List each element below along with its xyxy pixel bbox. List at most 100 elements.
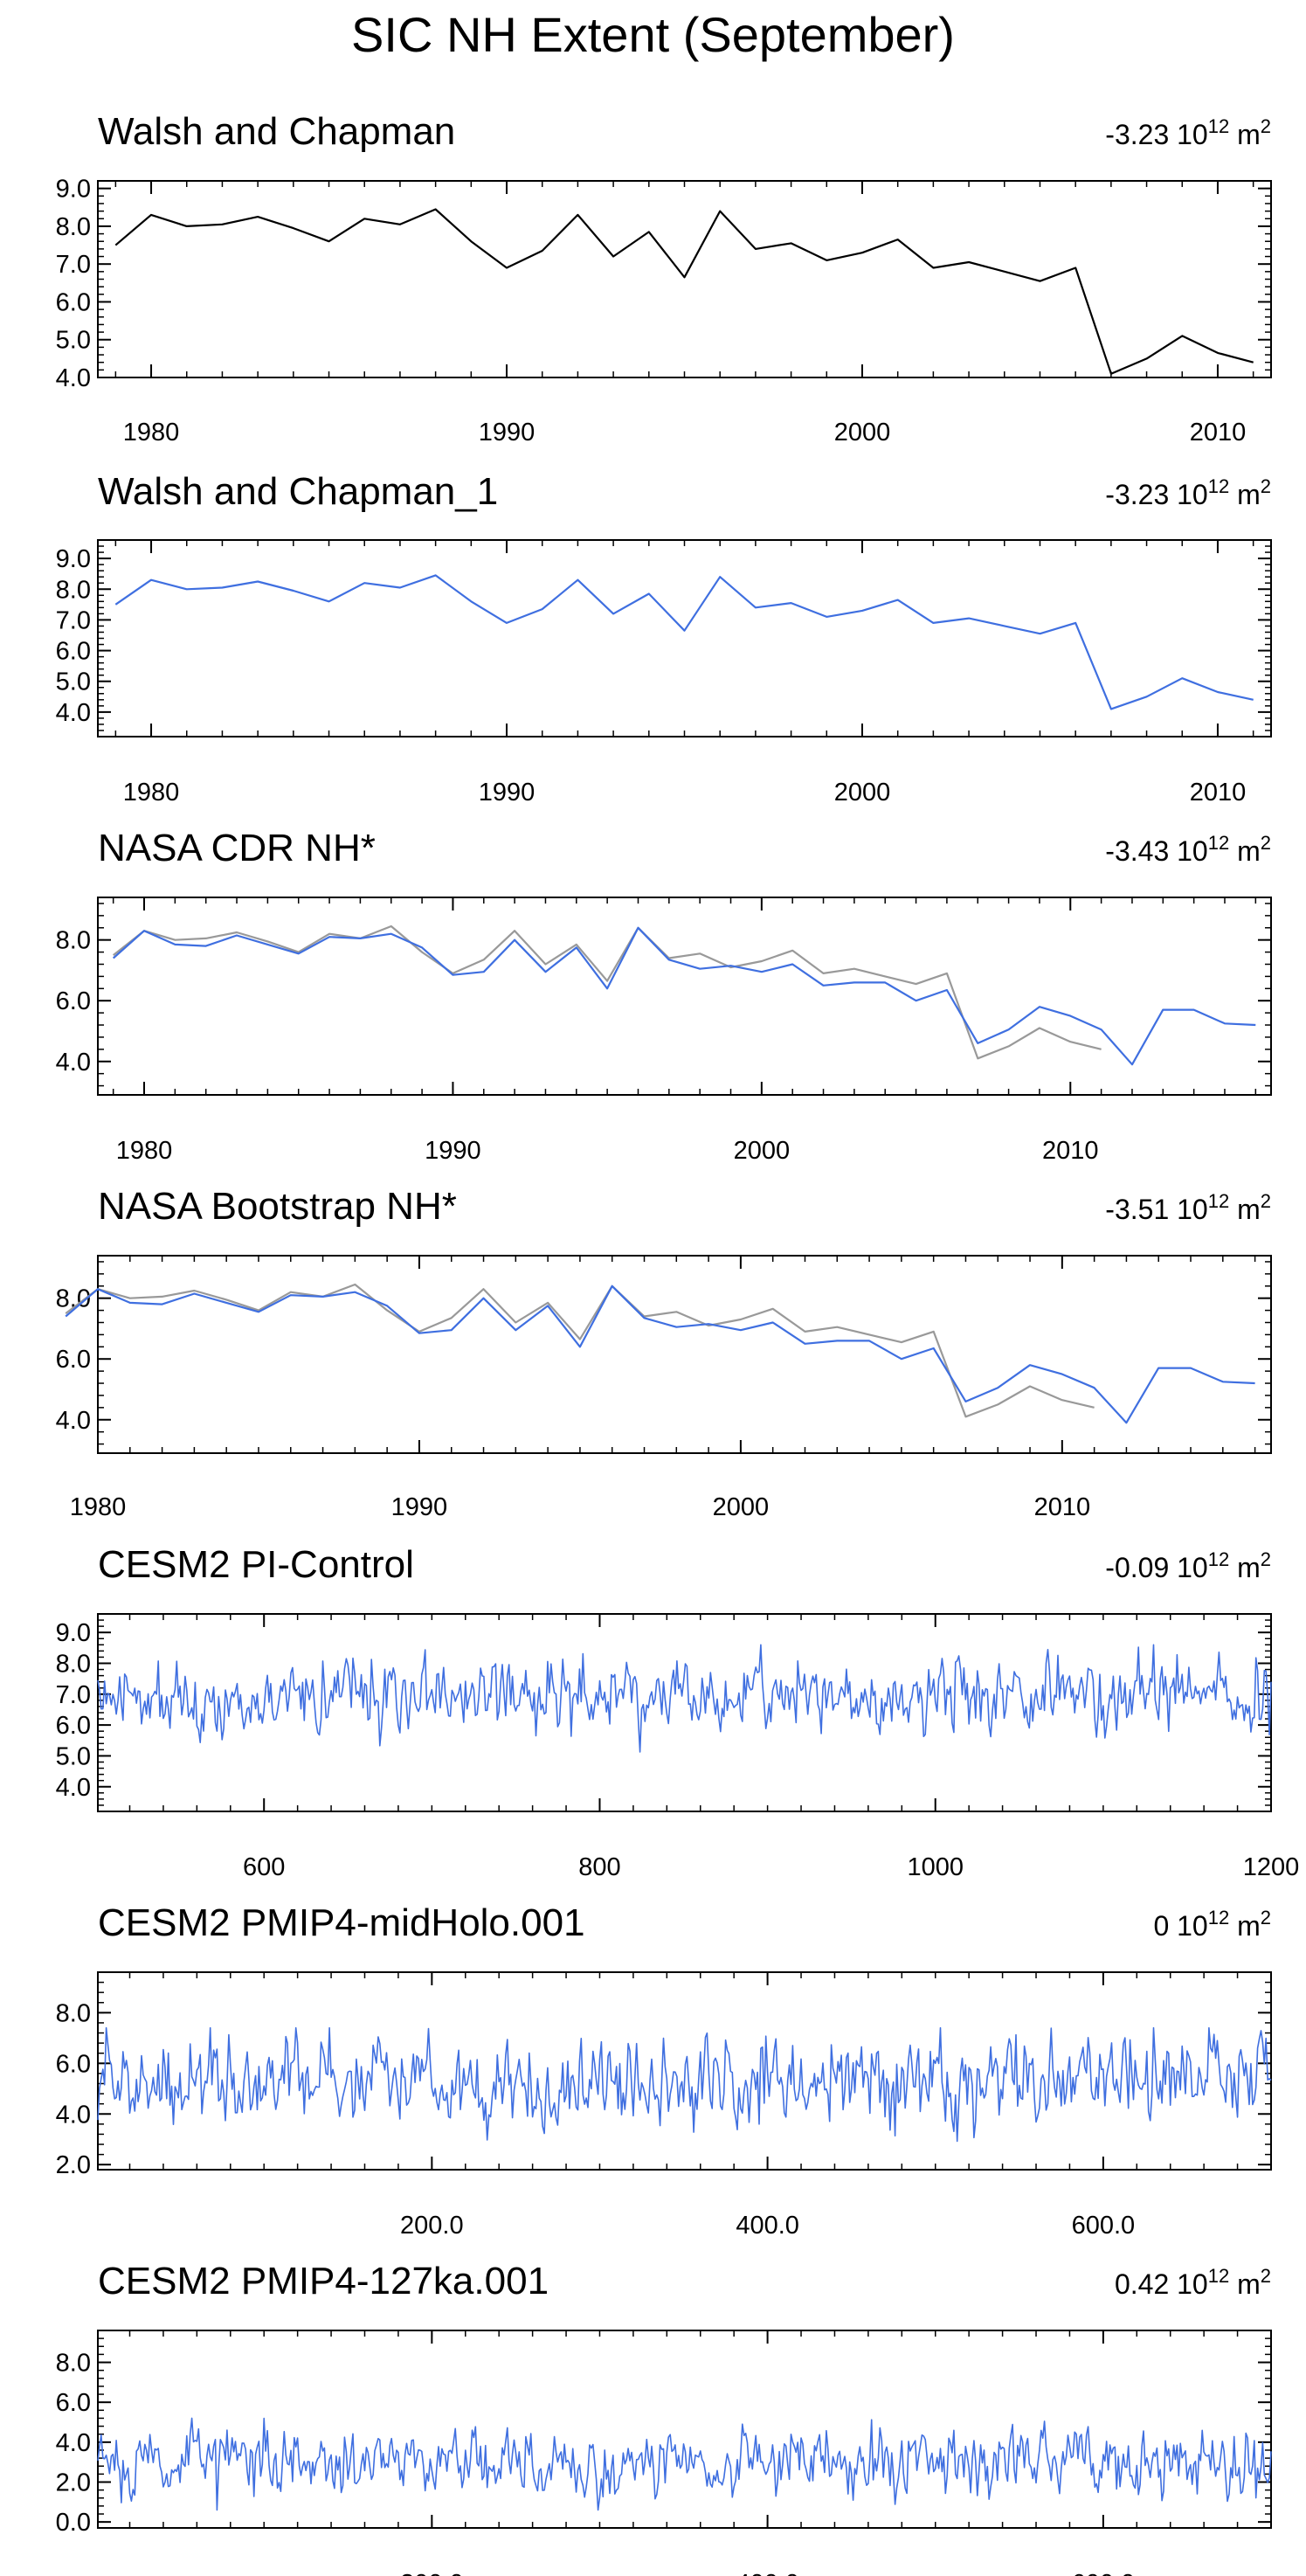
x-tick-label: 1990 (479, 419, 536, 447)
x-tick-label: 1990 (391, 1493, 448, 1521)
chart-title: Walsh and Chapman (98, 110, 455, 153)
y-tick-label: 6.0 (56, 987, 91, 1015)
x-tick-label: 2010 (1034, 1493, 1091, 1521)
series-line (114, 574, 1254, 710)
trend-label: -0.09 1012 m2 (1105, 1548, 1271, 1583)
series-line (112, 926, 1256, 1066)
chart-title: NASA Bootstrap NH* (98, 1185, 457, 1228)
x-tick-label: 1980 (123, 419, 180, 447)
y-tick-label: 7.0 (56, 606, 91, 634)
y-tick-label: 6.0 (56, 2050, 91, 2078)
trend-unit-exponent: 2 (1261, 832, 1271, 854)
y-tick-label: 8.0 (56, 2350, 91, 2378)
chart-title: CESM2 PI-Control (98, 1543, 414, 1586)
chart-panel: NASA CDR NH* -3.43 1012 m2 1980 1990 2000 201… (56, 827, 1272, 1165)
y-tick-label: 9.0 (56, 545, 91, 573)
series-line (97, 2417, 1272, 2511)
series-line (97, 1644, 1272, 1753)
trend-unit-exponent: 2 (1261, 475, 1271, 497)
y-tick-label: 6.0 (56, 2389, 91, 2417)
chart-title: Walsh and Chapman_1 (98, 470, 498, 513)
chart-panel: CESM2 PI-Control -0.09 1012 m2 600 800 1000 1… (56, 1543, 1300, 1881)
trend-value: 0.42 10 (1115, 2268, 1208, 2300)
y-tick-label: 4.0 (56, 699, 91, 727)
chart-title: CESM2 PMIP4-midHolo.001 (98, 1901, 585, 1944)
trend-unit-exponent: 2 (1261, 1548, 1271, 1570)
y-tick-label: 4.0 (56, 1774, 91, 1802)
plot-frame (97, 1255, 1272, 1454)
y-tick-label: 0.0 (56, 2509, 91, 2537)
y-tick-label: 4.0 (56, 1407, 91, 1435)
y-tick-label: 7.0 (56, 1681, 91, 1709)
x-tick-label: 2000 (834, 779, 891, 807)
y-tick-label: 5.0 (56, 327, 91, 355)
plot-frame (97, 897, 1272, 1096)
chart-panel: Walsh and Chapman_1 -3.23 1012 m2 1980 1990… (56, 470, 1272, 807)
plot-frame (97, 2330, 1272, 2529)
trend-label: -3.23 1012 m2 (1105, 475, 1271, 510)
trend-unit-exponent: 2 (1261, 1190, 1271, 1212)
series-line (97, 2026, 1272, 2143)
chart-title: NASA CDR NH* (98, 827, 376, 869)
trend-unit-exponent: 2 (1261, 1907, 1271, 1929)
y-tick-label: 9.0 (56, 176, 91, 204)
trend-unit: m (1229, 479, 1261, 510)
trend-value: 0 10 (1153, 1910, 1207, 1942)
y-tick-label: 6.0 (56, 288, 91, 316)
y-tick-label: 6.0 (56, 1712, 91, 1740)
x-tick-label: 1980 (70, 1493, 127, 1521)
chart-title: CESM2 PMIP4-127ka.001 (98, 2260, 549, 2302)
trend-exponent: 12 (1208, 115, 1229, 137)
trend-unit-exponent: 2 (1261, 115, 1271, 137)
series-line (114, 208, 1254, 375)
trend-label: 0.42 1012 m2 (1115, 2265, 1271, 2300)
trend-unit: m (1229, 1910, 1261, 1942)
x-tick-label: 600 (243, 1853, 285, 1881)
plot-frame (97, 1971, 1272, 2171)
y-tick-label: 4.0 (56, 1049, 91, 1077)
series-line (113, 924, 1102, 1060)
y-tick-label: 6.0 (56, 638, 91, 666)
x-tick-label: 200.0 (400, 2212, 464, 2240)
trend-unit: m (1229, 1552, 1261, 1583)
trend-exponent: 12 (1208, 1190, 1229, 1212)
x-tick-label: 2000 (713, 1493, 770, 1521)
y-tick-label: 8.0 (56, 1651, 91, 1679)
trend-unit: m (1229, 1194, 1261, 1225)
x-tick-label: 2010 (1042, 1137, 1099, 1165)
y-tick-label: 2.0 (56, 2469, 91, 2496)
chart-panel: NASA Bootstrap NH* -3.51 1012 m2 1980 1990 2… (56, 1185, 1272, 1521)
trend-unit-exponent: 2 (1261, 2265, 1271, 2287)
y-tick-label: 8.0 (56, 576, 91, 604)
x-tick-label: 400.0 (736, 2212, 799, 2240)
trend-exponent: 12 (1208, 2265, 1229, 2287)
y-tick-label: 4.0 (56, 2101, 91, 2129)
x-tick-label: 2010 (1190, 779, 1247, 807)
chart-panel: CESM2 PMIP4-127ka.001 0.42 1012 m2 200.0 40… (56, 2260, 1272, 2576)
y-tick-label: 6.0 (56, 1346, 91, 1374)
trend-exponent: 12 (1208, 832, 1229, 854)
x-tick-label: 2000 (734, 1137, 791, 1165)
x-tick-label: 2000 (834, 419, 891, 447)
trend-label: -3.51 1012 m2 (1105, 1190, 1271, 1225)
plot-frame (97, 539, 1272, 737)
series-line (65, 1283, 1095, 1418)
x-tick-label: 2010 (1190, 419, 1247, 447)
trend-unit: m (1229, 119, 1261, 150)
chart-panel: CESM2 PMIP4-midHolo.001 0 1012 m2 200.0 400… (56, 1901, 1272, 2240)
y-tick-label: 4.0 (56, 2429, 91, 2457)
x-tick-label: 400.0 (736, 2570, 799, 2576)
y-tick-label: 9.0 (56, 1619, 91, 1647)
x-tick-label: 1200 (1243, 1853, 1300, 1881)
trend-exponent: 12 (1208, 475, 1229, 497)
x-tick-label: 200.0 (400, 2570, 464, 2576)
trend-label: -3.23 1012 m2 (1105, 115, 1271, 150)
trend-value: -3.23 10 (1105, 479, 1207, 510)
trend-label: 0 1012 m2 (1153, 1907, 1271, 1942)
y-tick-label: 2.0 (56, 2151, 91, 2179)
series-line (65, 1285, 1255, 1424)
trend-value: -3.51 10 (1105, 1194, 1207, 1225)
y-tick-label: 8.0 (56, 927, 91, 955)
x-tick-label: 600.0 (1072, 2570, 1136, 2576)
